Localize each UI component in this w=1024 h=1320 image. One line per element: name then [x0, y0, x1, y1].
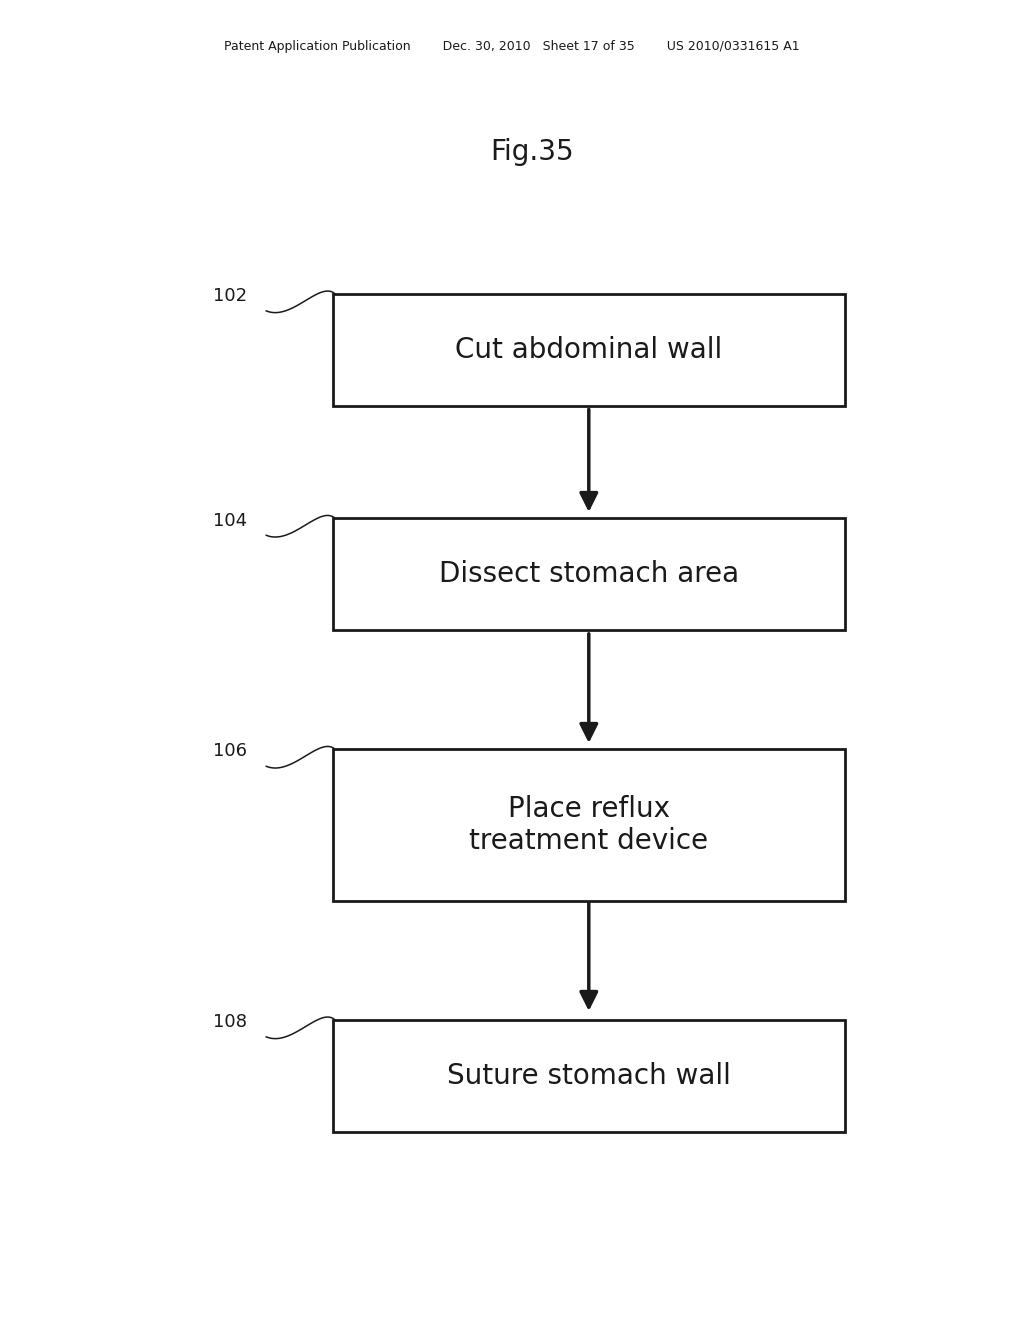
- FancyBboxPatch shape: [333, 1020, 845, 1133]
- Text: Suture stomach wall: Suture stomach wall: [446, 1061, 731, 1090]
- Text: 106: 106: [213, 742, 248, 760]
- Text: Place reflux
treatment device: Place reflux treatment device: [469, 795, 709, 855]
- Text: Cut abdominal wall: Cut abdominal wall: [456, 335, 722, 364]
- FancyBboxPatch shape: [333, 294, 845, 407]
- Text: 104: 104: [213, 512, 248, 529]
- Text: 102: 102: [213, 288, 248, 305]
- Text: Dissect stomach area: Dissect stomach area: [438, 560, 739, 589]
- Text: Patent Application Publication        Dec. 30, 2010   Sheet 17 of 35        US 2: Patent Application Publication Dec. 30, …: [224, 40, 800, 53]
- FancyBboxPatch shape: [333, 519, 845, 631]
- Text: Fig.35: Fig.35: [490, 137, 574, 166]
- Text: 108: 108: [213, 1014, 248, 1031]
- FancyBboxPatch shape: [333, 750, 845, 900]
